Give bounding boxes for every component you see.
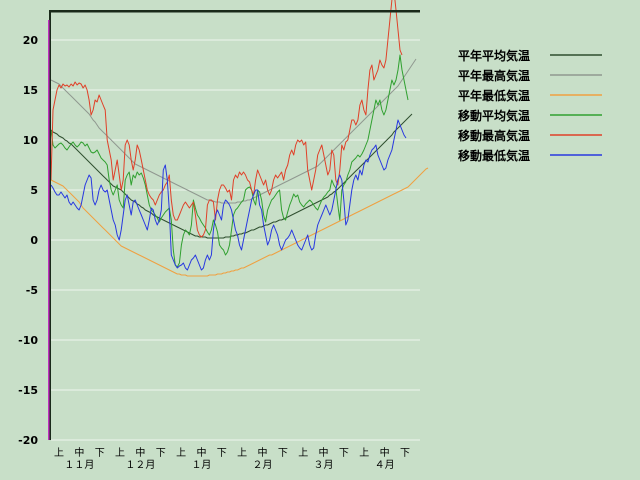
x-period-label: 上 <box>176 447 186 459</box>
series-line-4 <box>50 54 409 268</box>
x-period-label: 上 <box>115 447 125 459</box>
grid-lines <box>51 39 420 441</box>
x-month-label: ３月 <box>314 459 334 471</box>
x-period-label: 中 <box>380 446 390 459</box>
legend-label: 平年平均気温 <box>458 48 530 63</box>
legend-label: 移動平均気温 <box>458 108 530 123</box>
legend-label: 平年最高気温 <box>458 68 530 83</box>
x-period-label: 上 <box>298 447 308 459</box>
x-period-label: 中 <box>74 446 84 459</box>
x-period-label: 上 <box>359 447 369 459</box>
y-tick-label: 10 <box>23 134 39 147</box>
x-month-label: ４月 <box>375 459 395 471</box>
x-period-label: 中 <box>135 446 145 459</box>
y-tick-label: 5 <box>30 184 38 197</box>
series-line-2 <box>50 58 417 204</box>
x-period-label: 上 <box>237 447 247 459</box>
x-period-label: 下 <box>339 448 349 459</box>
series-line-1 <box>50 113 413 239</box>
x-period-label: 下 <box>400 448 410 459</box>
legend-label: 移動最低気温 <box>458 148 530 163</box>
series-line-5 <box>50 0 403 238</box>
x-axis-ticks: 上中下上中下上中下上中下上中下上中下１１月 １２月 １月 ２月 ３月 ４月 <box>54 446 410 471</box>
legend-label: 移動最高気温 <box>458 128 530 143</box>
y-tick-label: -5 <box>26 284 38 297</box>
series-line-3 <box>50 167 429 277</box>
x-period-label: 下 <box>95 448 105 459</box>
y-tick-label: 0 <box>30 234 38 247</box>
series-line-6 <box>50 119 407 271</box>
plot-top-border <box>50 10 420 13</box>
y-tick-label: 20 <box>23 34 39 47</box>
series-lines <box>50 0 429 277</box>
y-axis-line <box>49 10 51 440</box>
x-period-label: 中 <box>196 446 206 459</box>
x-period-label: 下 <box>278 448 288 459</box>
y-tick-label: -20 <box>18 434 38 447</box>
y-tick-label: -10 <box>18 334 38 347</box>
x-period-label: 下 <box>156 448 166 459</box>
x-month-label: １２月 <box>125 459 155 471</box>
x-month-label: ２月 <box>253 459 273 471</box>
x-period-label: 中 <box>319 446 329 459</box>
current-day-marker <box>48 20 50 440</box>
x-period-label: 下 <box>217 448 227 459</box>
x-month-label: １１月 <box>64 459 94 471</box>
legend-label: 平年最低気温 <box>458 88 530 103</box>
x-month-label: １月 <box>191 459 211 471</box>
y-tick-label: 15 <box>23 84 38 97</box>
y-axis-ticks: 20 15 10 5 0 -5 -10 -15 -20 <box>18 34 38 447</box>
x-period-label: 中 <box>258 446 268 459</box>
y-tick-label: -15 <box>18 384 38 397</box>
x-period-label: 上 <box>54 447 64 459</box>
